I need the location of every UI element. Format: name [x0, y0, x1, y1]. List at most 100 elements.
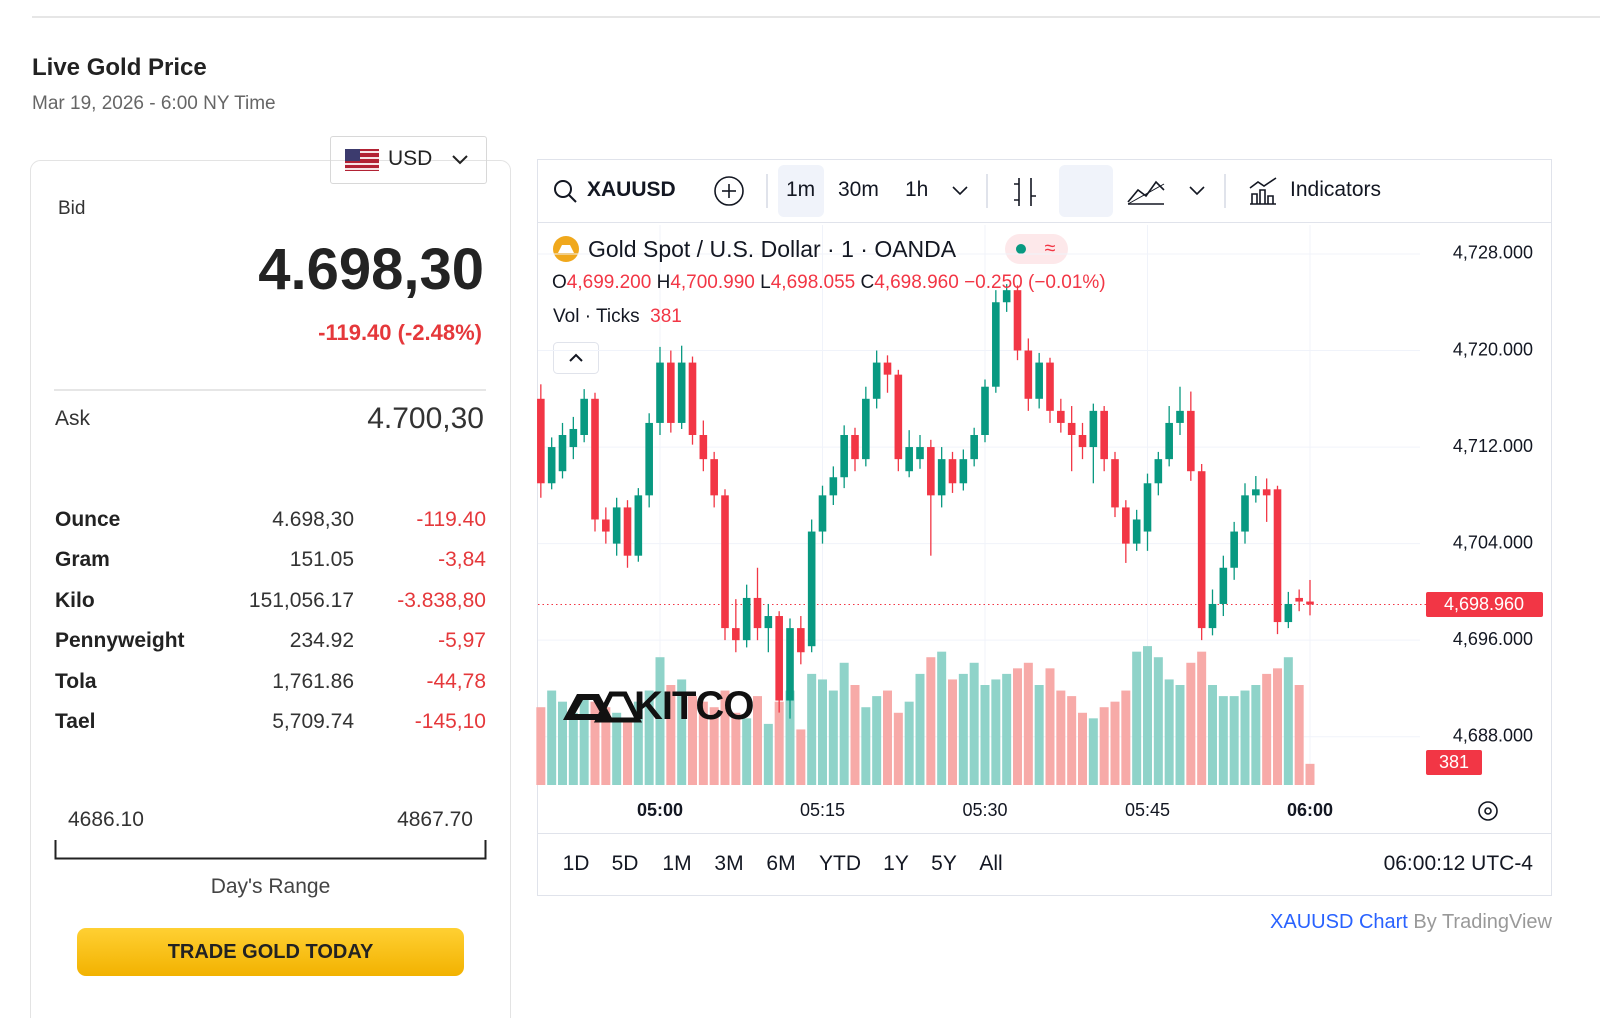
candle-body [1208, 603, 1217, 629]
candle-body [1241, 495, 1249, 532]
candle-body [1143, 483, 1152, 532]
volume-bar [623, 718, 632, 785]
interval-selected-bg [778, 165, 824, 217]
candle-body [537, 398, 545, 484]
volume-bar [1229, 696, 1239, 785]
candle-body [1262, 489, 1271, 496]
unit-change: -5,97 [438, 629, 486, 653]
indicators-button[interactable]: Indicators [1290, 178, 1382, 201]
range-button[interactable]: 1M [662, 852, 692, 875]
volume-legend: Vol · Ticks 381 [553, 306, 682, 328]
volume-bar [1251, 685, 1261, 785]
y-tick-label: 4,712.000 [1453, 436, 1533, 456]
candle-body [1176, 410, 1184, 423]
ohlc-change: −0.250 (−0.01%) [964, 272, 1106, 293]
unit-change: -44,78 [426, 669, 486, 693]
candle-body [1089, 410, 1098, 448]
volume-bar [774, 701, 784, 785]
candle-body [1273, 489, 1282, 623]
volume-bar [796, 729, 806, 785]
candle-body [677, 362, 686, 423]
converter-card [30, 160, 511, 1018]
bid-change: -119.40 (-2.48%) [318, 320, 482, 345]
volume-bar [958, 673, 968, 785]
footer-link[interactable]: XAUUSD Chart [1270, 911, 1408, 933]
candle-body [612, 507, 621, 544]
ohlc-value: 4,699.200 [566, 272, 652, 293]
volume-bar [926, 657, 936, 785]
candle-body [1024, 350, 1033, 399]
symbol-search[interactable]: XAUUSD [587, 178, 676, 201]
settings-icon[interactable] [1478, 801, 1498, 821]
candle-body [1252, 489, 1260, 496]
watermark-text: KITCO [634, 684, 754, 728]
candle-body [1187, 410, 1195, 472]
candle-body [851, 435, 859, 460]
interval[interactable]: 1m [786, 178, 816, 201]
volume-bar [1218, 696, 1228, 785]
unit-price: 4.698,30 [272, 508, 354, 531]
x-tick-label: 05:45 [1125, 800, 1170, 820]
unit-price: 5,709.74 [272, 710, 354, 733]
volume-bar [1132, 651, 1142, 785]
currency-select[interactable] [330, 136, 487, 184]
volume-bar [763, 723, 773, 785]
candle-body [775, 616, 783, 701]
volume-bar [677, 679, 687, 785]
page-subtitle: Mar 19, 2026 - 6:00 NY Time [32, 93, 276, 114]
candle-body [1013, 290, 1022, 351]
candle-body [721, 495, 729, 629]
candle-body [591, 398, 599, 520]
range-button[interactable]: 3M [714, 852, 744, 875]
range-button[interactable]: 1Y [883, 852, 909, 875]
x-tick-label: 05:15 [800, 800, 845, 820]
range-label: Day's Range [210, 875, 331, 898]
volume-bar [1153, 657, 1163, 785]
candle-body [1284, 603, 1293, 623]
volume-bar [861, 707, 871, 785]
ohlc-letter: H [656, 272, 671, 293]
ask-label: Ask [55, 407, 91, 430]
candle-body [1067, 422, 1076, 435]
trade-button[interactable]: TRADE GOLD TODAY [77, 928, 464, 976]
volume-bar [893, 712, 903, 785]
range-button[interactable]: All [979, 852, 1003, 875]
volume-bar [818, 679, 827, 785]
candle-body [753, 597, 762, 629]
unit-name: Pennyweight [55, 629, 185, 653]
ohlc-value: 4,698.055 [770, 272, 856, 293]
candle-body [1057, 410, 1065, 423]
range-button[interactable]: 5Y [931, 852, 957, 875]
volume-bar [828, 690, 838, 785]
volume-bar [785, 690, 795, 785]
ohlc-letter: L [760, 272, 771, 293]
range-button[interactable]: 5D [611, 852, 639, 875]
candle-body [981, 386, 989, 435]
status-dot [1016, 244, 1026, 254]
unit-change: -119.40 [416, 508, 486, 531]
volume-bar [904, 701, 914, 785]
candle-body [1100, 410, 1108, 460]
ohlc-legend: O4,699.200 H4,700.990 L4,698.055 C4,698.… [552, 272, 1106, 294]
candle-body [732, 628, 740, 641]
candle-body [742, 597, 751, 641]
range-button[interactable]: 6M [766, 852, 796, 875]
volume-bar [1099, 707, 1109, 785]
unit-change: -3.838,80 [397, 588, 486, 612]
status-icon: ≈ [1045, 237, 1056, 259]
interval[interactable]: 1h [905, 178, 929, 201]
volume-bar [753, 696, 762, 785]
flag-stripes [345, 151, 379, 170]
candle-body [1111, 459, 1119, 508]
volume-bar [720, 690, 730, 785]
last-price-label: 4,698.960 [1444, 594, 1524, 614]
volume-bar [1002, 673, 1012, 785]
candle-body [970, 435, 978, 460]
volume-bar [1305, 763, 1315, 785]
range-button[interactable]: 1D [562, 852, 590, 875]
interval[interactable]: 30m [838, 178, 879, 201]
volume-bar [980, 685, 990, 785]
volume-bar [1121, 690, 1131, 785]
range-button[interactable]: YTD [819, 852, 861, 875]
collapse-button[interactable] [553, 342, 599, 374]
